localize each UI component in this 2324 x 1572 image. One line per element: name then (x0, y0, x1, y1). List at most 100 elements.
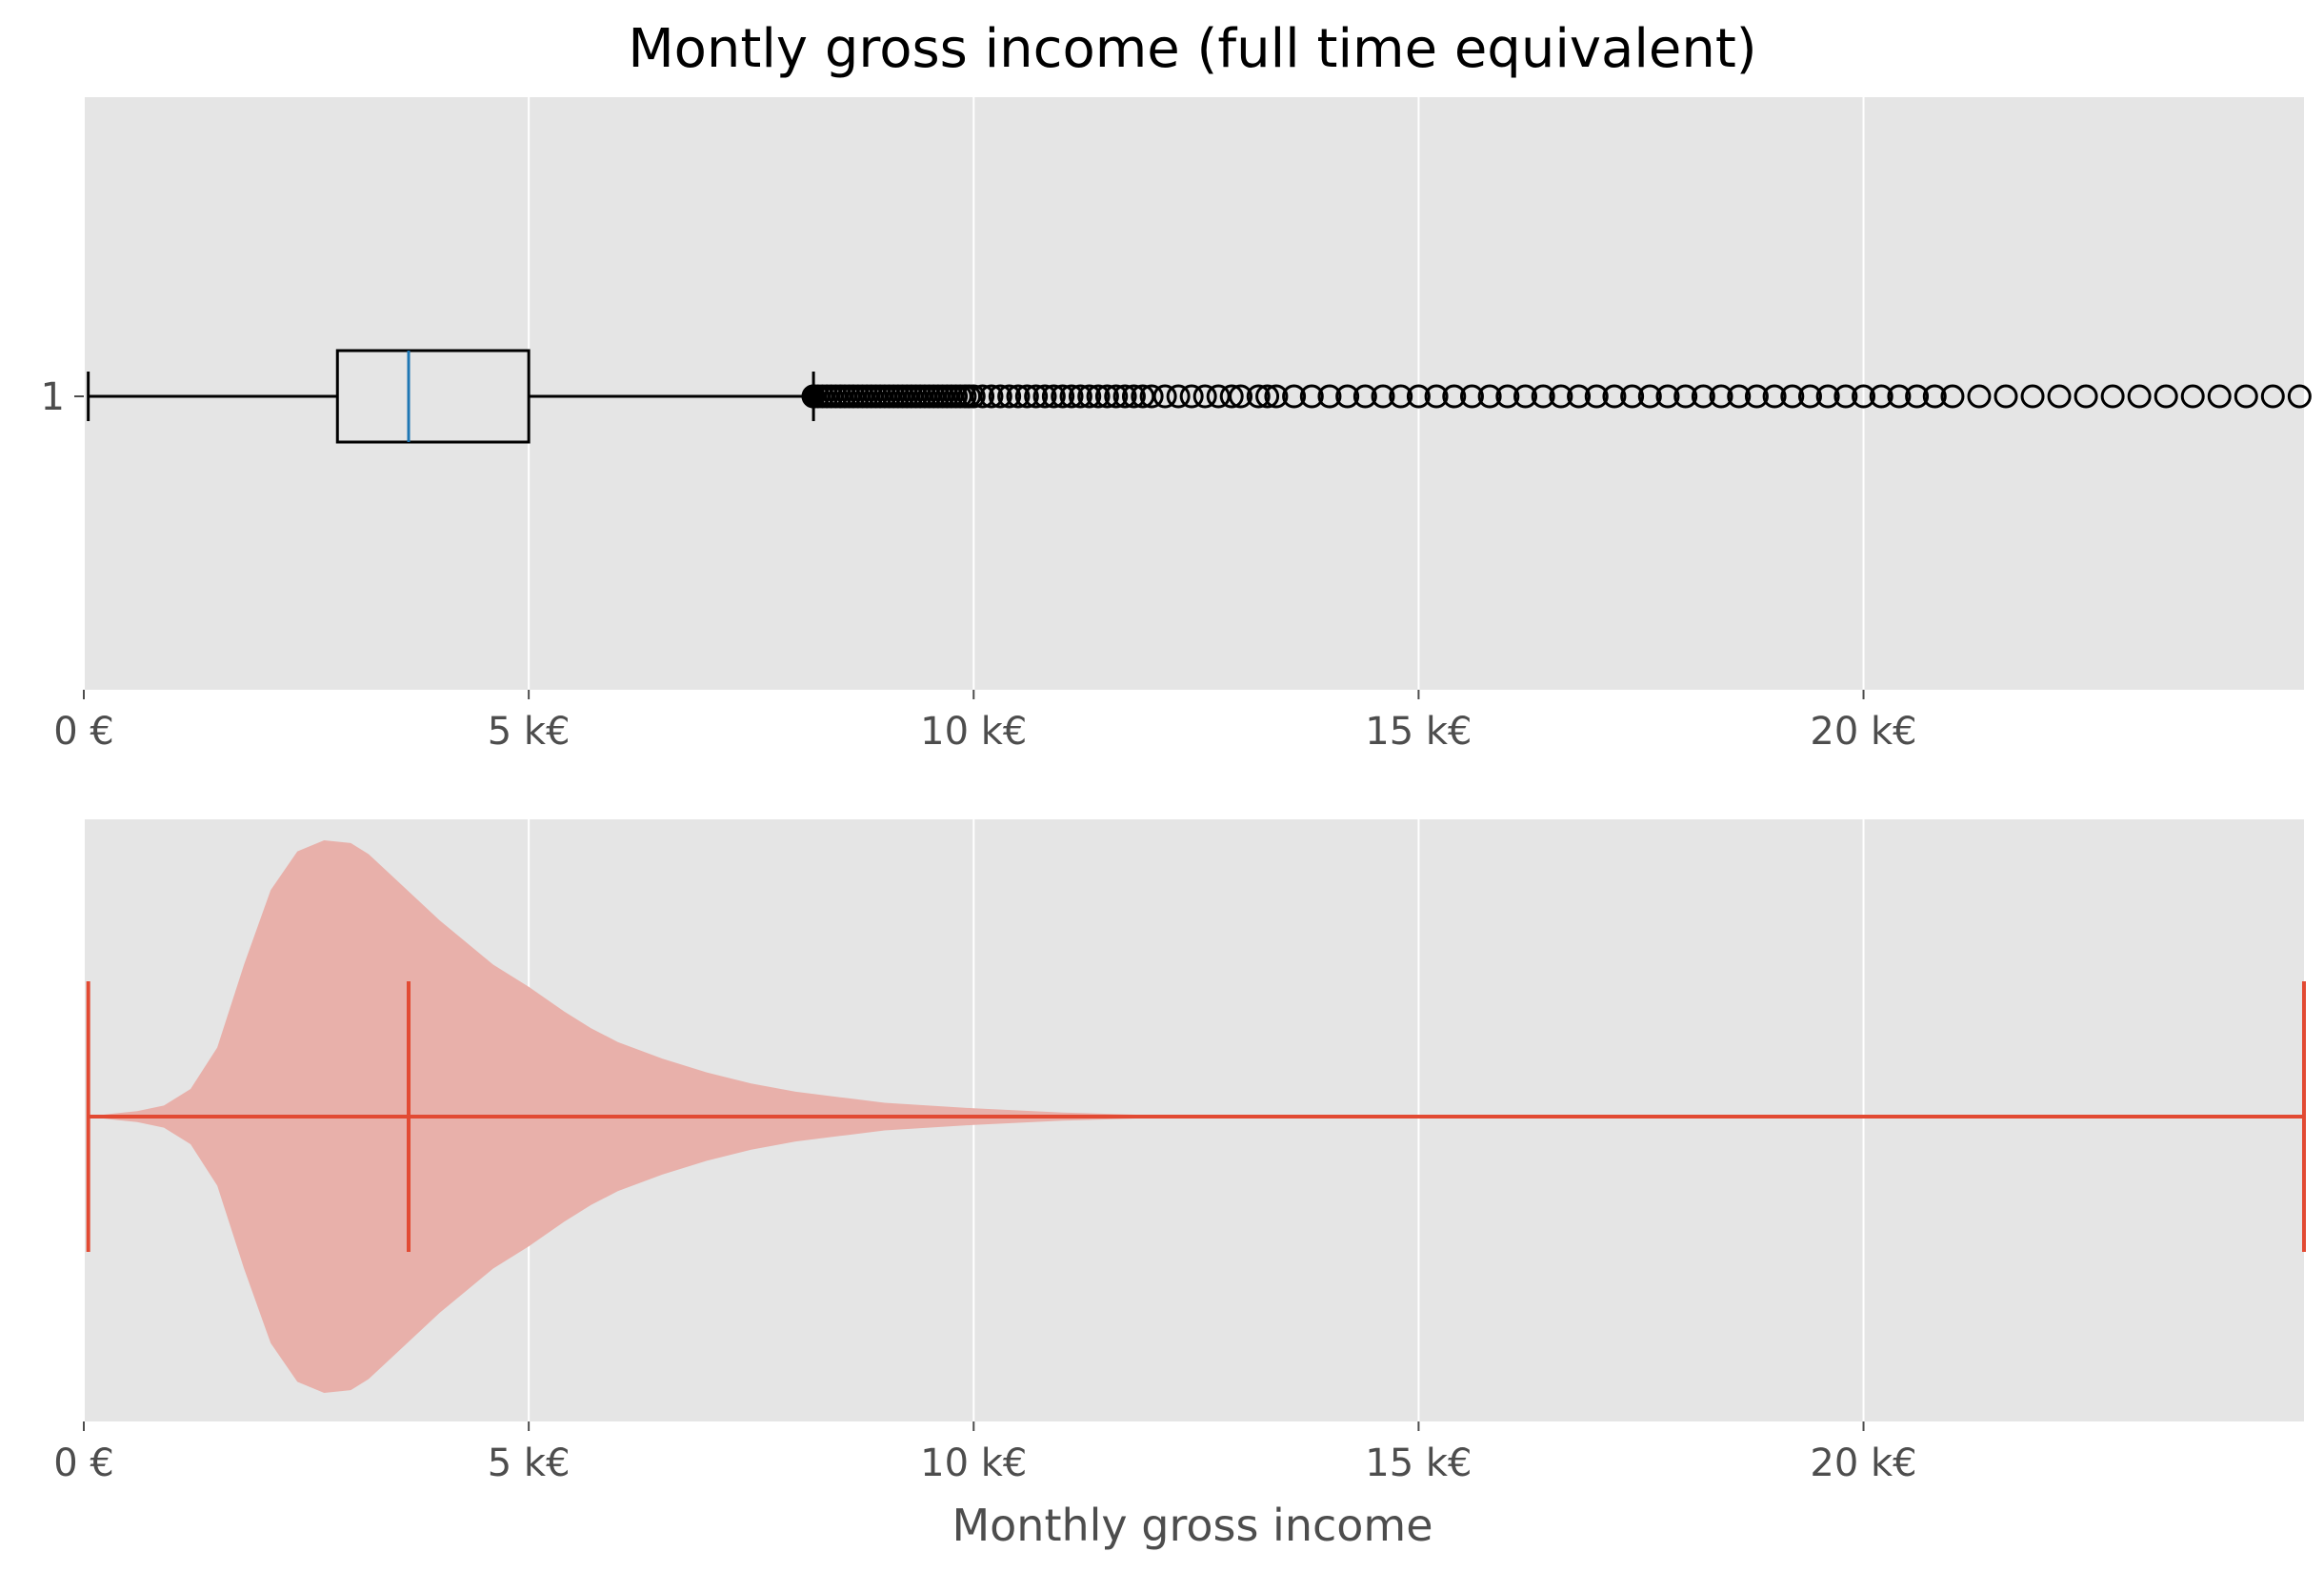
outlier-point (961, 384, 986, 409)
boxplot-x-ticks: 0 € 5 k€ 10 k€ 15 k€ 20 k€ (53, 690, 1917, 754)
outlier-point (1112, 384, 1137, 409)
outlier-point (1335, 384, 1360, 409)
outlier-point (1637, 384, 1662, 409)
outlier-point (1567, 384, 1592, 409)
outlier-point (1869, 384, 1893, 409)
outlier-point (2234, 384, 2258, 409)
x-tick-label: 15 k€ (1365, 1441, 1472, 1485)
outlier-point (1833, 384, 1858, 409)
outlier-point (1709, 384, 1733, 409)
outlier-point (1762, 384, 1787, 409)
outlier-point (1166, 384, 1191, 409)
boxplot-panel: 0 € 5 k€ 10 k€ 15 k€ 20 k€ 1 (41, 97, 2312, 754)
outlier-point (971, 384, 995, 409)
outlier-point (2020, 384, 2045, 409)
outlier-point (1673, 384, 1698, 409)
outlier-point (1077, 384, 1102, 409)
outlier-point (1139, 384, 1164, 409)
outlier-point (1584, 384, 1609, 409)
outlier-point (1152, 384, 1177, 409)
violin (86, 840, 2306, 1393)
outlier-point (1727, 384, 1752, 409)
outlier-point (1121, 384, 1146, 409)
x-tick-label: 5 k€ (488, 1441, 571, 1485)
outlier-point (1602, 384, 1627, 409)
outlier-point (2260, 384, 2285, 409)
outlier-point (1086, 384, 1111, 409)
outlier-point (1051, 384, 1075, 409)
outlier-point (1513, 384, 1538, 409)
outlier-point (1887, 384, 1912, 409)
outlier-point (1531, 384, 1555, 409)
outlier-point (1691, 384, 1715, 409)
y-tick-label: 1 (41, 375, 65, 419)
x-tick-label: 10 k€ (920, 710, 1027, 754)
outlier-point (1797, 384, 1822, 409)
outlier-point (1299, 384, 1324, 409)
outlier-point (1246, 384, 1271, 409)
outlier-point (2180, 384, 2205, 409)
x-tick-label: 0 € (53, 710, 114, 754)
outliers (801, 384, 2312, 409)
outlier-point (2074, 384, 2098, 409)
outlier-point (1014, 384, 1039, 409)
outlier-point (1389, 384, 1413, 409)
outlier-point (801, 384, 826, 409)
outlier-point (2287, 384, 2312, 409)
outlier-point (1255, 384, 1280, 409)
outlier-point (1905, 384, 1930, 409)
outlier-point (2047, 384, 2072, 409)
x-tick-label: 5 k€ (488, 710, 571, 754)
x-tick-label: 15 k€ (1365, 710, 1472, 754)
outlier-point (1815, 384, 1840, 409)
outlier-point (2154, 384, 2178, 409)
x-tick-label: 20 k€ (1810, 1441, 1916, 1485)
iqr-box (335, 349, 531, 444)
outlier-point (2100, 384, 2125, 409)
outlier-point (1192, 384, 1217, 409)
outlier-point (1024, 384, 1049, 409)
outlier-point (1006, 384, 1031, 409)
outlier-point (1549, 384, 1573, 409)
outlier-point (1041, 384, 1066, 409)
x-tick-label: 20 k€ (1810, 710, 1916, 754)
outlier-point (1068, 384, 1092, 409)
outlier-point (979, 384, 1004, 409)
chart-title: Montly gross income (full time equivalen… (628, 18, 1756, 80)
outlier-point (1317, 384, 1342, 409)
outlier-point (1424, 384, 1449, 409)
outlier-point (1967, 384, 1992, 409)
outlier-point (1620, 384, 1645, 409)
outlier-point (1371, 384, 1395, 409)
outlier-point (1922, 384, 1947, 409)
violin-panel: 0 € 5 k€ 10 k€ 15 k€ 20 k€ (53, 819, 2306, 1485)
outlier-point (1442, 384, 1467, 409)
outlier-point (1282, 384, 1307, 409)
outlier-point (988, 384, 1012, 409)
x-axis-label: Monthly gross income (952, 1500, 1432, 1551)
outlier-point (1352, 384, 1377, 409)
outlier-point (1264, 384, 1289, 409)
outlier-point (1940, 384, 1965, 409)
violin-x-ticks: 0 € 5 k€ 10 k€ 15 k€ 20 k€ (53, 1421, 1917, 1485)
outlier-point (2207, 384, 2232, 409)
outlier-point (1219, 384, 1244, 409)
x-tick-label: 0 € (53, 1441, 114, 1485)
outlier-point (1059, 384, 1084, 409)
outlier-point (997, 384, 1022, 409)
outlier-point (1179, 384, 1204, 409)
boxplot (87, 349, 2312, 444)
outlier-point (1406, 384, 1431, 409)
x-tick-label: 10 k€ (920, 1441, 1027, 1485)
outlier-point (1104, 384, 1129, 409)
outlier-point (1495, 384, 1520, 409)
outlier-point (1032, 384, 1057, 409)
outlier-point (1655, 384, 1680, 409)
outlier-point (1780, 384, 1805, 409)
outlier-point (2127, 384, 2152, 409)
outlier-point (1477, 384, 1502, 409)
outlier-point (1993, 384, 2018, 409)
outlier-point (1229, 384, 1253, 409)
outlier-point (1744, 384, 1769, 409)
outlier-point (1852, 384, 1876, 409)
